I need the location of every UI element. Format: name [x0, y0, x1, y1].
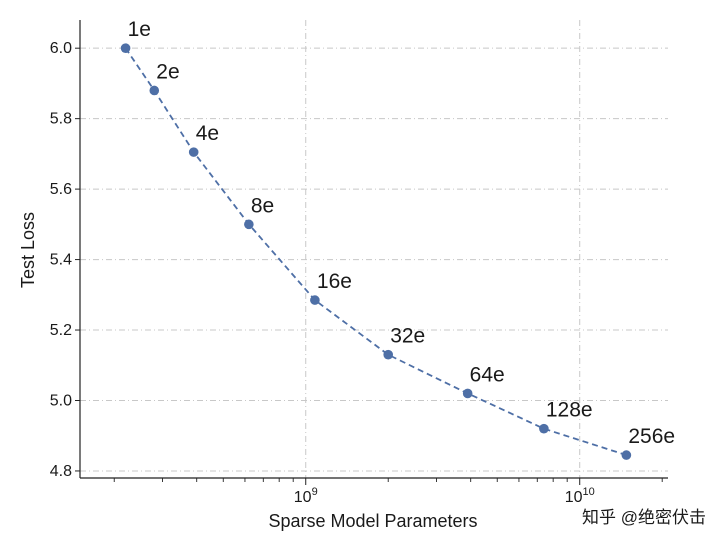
data-point [244, 219, 254, 230]
data-label: 256e [628, 425, 675, 448]
y-tick-label: 5.6 [50, 181, 72, 198]
series-line [124, 47, 627, 456]
x-tick-base: 10 [565, 489, 583, 506]
grid [80, 20, 668, 478]
data-label: 1e [128, 18, 151, 41]
y-tick-label: 4.8 [50, 463, 72, 480]
data-label: 4e [196, 122, 219, 145]
y-tick-label: 6.0 [50, 40, 72, 57]
y-tick-label: 5.2 [50, 322, 72, 339]
data-label: 2e [156, 60, 179, 83]
x-tick-label: 109 [294, 486, 318, 506]
data-point [310, 295, 320, 305]
data-point [539, 423, 549, 434]
y-tick-label: 5.0 [50, 392, 72, 409]
data-point [149, 85, 160, 96]
data-point [383, 349, 394, 360]
y-axis-title: Test Loss [18, 212, 38, 288]
x-tick-exponent: 9 [312, 486, 318, 498]
data-point [120, 43, 131, 53]
x-tick-label: 1010 [565, 486, 595, 506]
data-point [621, 450, 632, 460]
watermark: 知乎 @绝密伏击 [582, 508, 706, 527]
axes [79, 20, 668, 479]
data-label: 128e [546, 399, 593, 422]
y-tick-label: 5.8 [50, 111, 72, 128]
data-point [188, 147, 199, 157]
data-label: 8e [251, 194, 274, 217]
x-tick-exponent: 10 [582, 486, 594, 498]
data-label: 16e [317, 270, 352, 293]
x-tick-base: 10 [294, 489, 312, 506]
data-label: 64e [470, 363, 505, 386]
data-label: 32e [390, 325, 425, 348]
x-axis-title: Sparse Model Parameters [268, 511, 477, 531]
data-point [462, 388, 473, 399]
y-tick-label: 5.4 [50, 252, 72, 269]
